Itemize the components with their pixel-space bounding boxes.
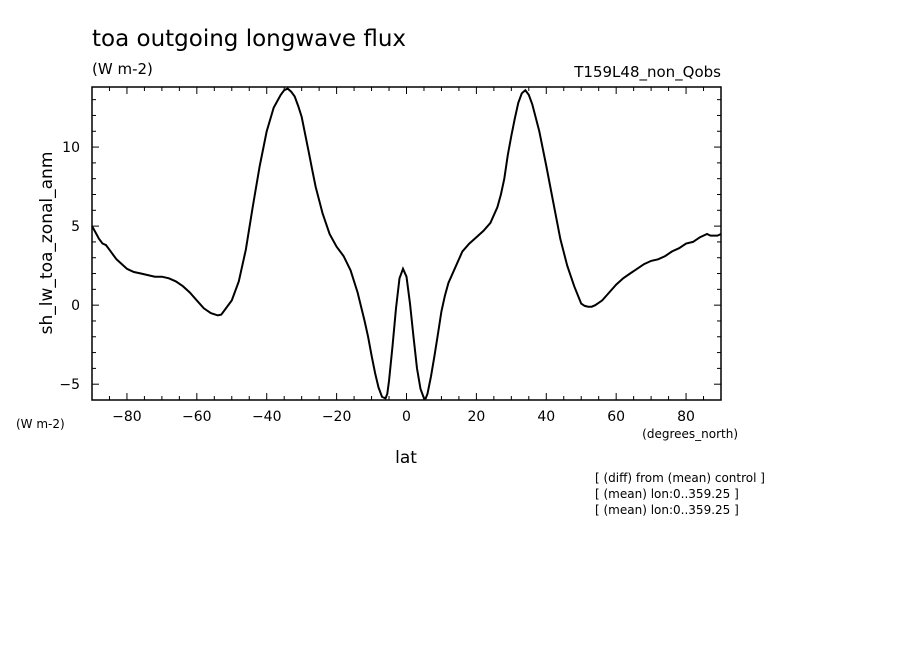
x-tick-label: 80 (677, 409, 695, 425)
x-tick-label: 40 (537, 409, 555, 425)
x-tick-label: −60 (182, 409, 212, 425)
plot-frame (91, 86, 722, 401)
y-tick-label: 5 (71, 219, 80, 235)
chart-title: toa outgoing longwave flux (92, 26, 406, 52)
y-tick-label: 0 (71, 298, 80, 314)
note-line-3: [ (mean) lon:0..359.25 ] (595, 503, 739, 517)
y-axis-units: (W m-2) (16, 417, 65, 431)
x-tick-label: 20 (467, 409, 485, 425)
x-tick-label: −40 (252, 409, 282, 425)
run-label: T159L48_non_Qobs (573, 63, 721, 82)
series-line (91, 87, 722, 400)
y-tick-label: −5 (59, 377, 80, 393)
chart-units: (W m-2) (92, 60, 153, 78)
x-axis-ticks: −80 −60 −40 −20 0 20 40 60 80 (91, 87, 722, 425)
y-axis-label: sh_lw_toa_zonal_anm (37, 152, 57, 335)
note-line-2: [ (mean) lon:0..359.25 ] (595, 487, 739, 501)
x-tick-label: −20 (322, 409, 352, 425)
y-axis-ticks: −5 0 5 10 (59, 99, 721, 393)
x-tick-label: −80 (112, 409, 142, 425)
x-tick-label: 0 (402, 409, 411, 425)
x-axis-label: lat (395, 448, 417, 468)
x-tick-label: 60 (607, 409, 625, 425)
x-axis-units: (degrees_north) (642, 427, 738, 441)
note-line-1: [ (diff) from (mean) control ] (595, 471, 765, 485)
y-tick-label: 10 (62, 140, 80, 156)
